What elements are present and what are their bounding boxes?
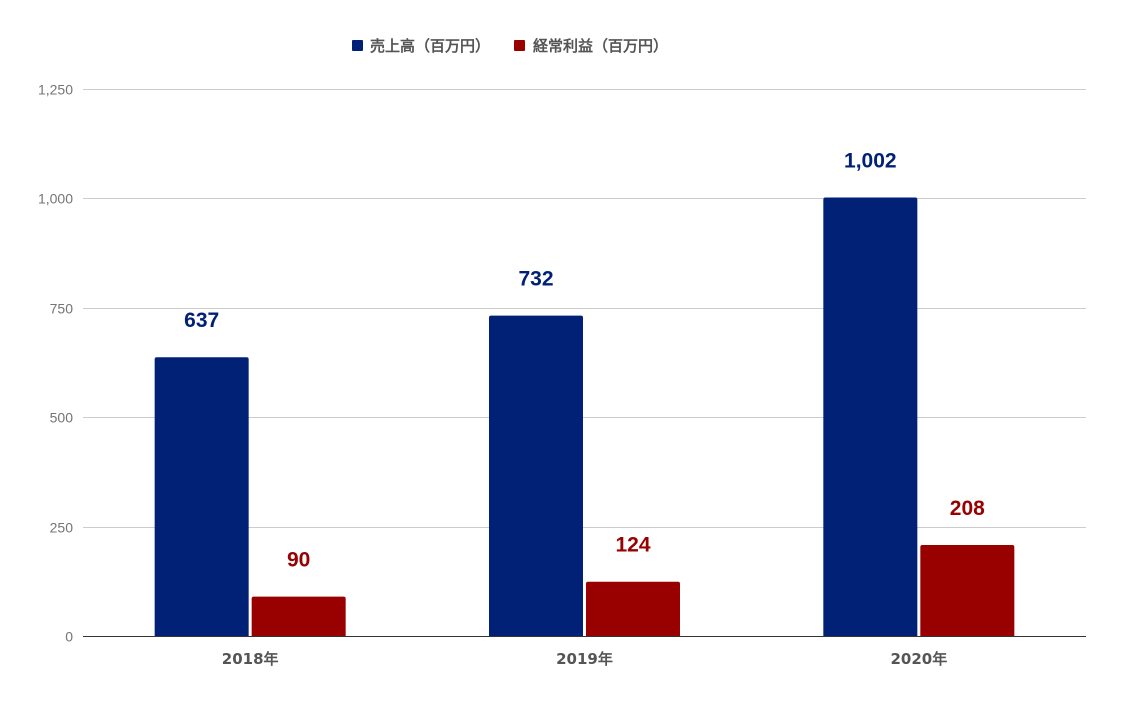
bar-sales-0[interactable] bbox=[154, 357, 249, 636]
data-label-sales-2: 1,002 bbox=[844, 150, 897, 173]
y-tick-label: 500 bbox=[50, 410, 74, 426]
y-tick-label: 750 bbox=[50, 301, 74, 317]
x-axis-labels: 2018年 2019年 2020年 bbox=[222, 650, 947, 668]
y-tick-label: 1,000 bbox=[38, 191, 73, 207]
data-label-profit-0: 90 bbox=[287, 549, 310, 572]
data-label-profit-2: 208 bbox=[950, 497, 985, 520]
y-tick-label: 1,250 bbox=[38, 82, 73, 98]
legend-item-profit[interactable]: 経常利益（百万円） bbox=[514, 37, 668, 55]
y-tick-label: 250 bbox=[50, 520, 74, 536]
legend-label-sales: 売上高（百万円） bbox=[370, 37, 490, 55]
data-labels: 637 90 732 124 1,002 208 bbox=[184, 150, 985, 572]
bar-sales-2[interactable] bbox=[823, 197, 918, 637]
bar-sales-1[interactable] bbox=[489, 315, 583, 636]
legend-label-profit: 経常利益（百万円） bbox=[533, 37, 668, 55]
legend-item-sales[interactable]: 売上高（百万円） bbox=[352, 37, 490, 55]
bar-profit-1[interactable] bbox=[586, 581, 680, 636]
legend-swatch-profit bbox=[514, 40, 525, 51]
x-tick-label: 2020年 bbox=[890, 650, 947, 668]
data-label-profit-1: 124 bbox=[615, 534, 650, 557]
data-label-sales-1: 732 bbox=[518, 268, 553, 291]
data-label-sales-0: 637 bbox=[184, 309, 219, 332]
x-tick-label: 2019年 bbox=[556, 650, 613, 668]
legend: 売上高（百万円） 経常利益（百万円） bbox=[352, 37, 668, 55]
bar-profit-0[interactable] bbox=[251, 596, 346, 636]
bars bbox=[154, 197, 1015, 637]
gridlines bbox=[83, 89, 1086, 528]
legend-swatch-sales bbox=[352, 40, 363, 51]
y-tick-label: 0 bbox=[65, 629, 73, 645]
x-tick-label: 2018年 bbox=[222, 650, 279, 668]
y-axis-ticks: 0 250 500 750 1,000 1,250 bbox=[38, 82, 73, 645]
bar-profit-2[interactable] bbox=[920, 544, 1015, 636]
